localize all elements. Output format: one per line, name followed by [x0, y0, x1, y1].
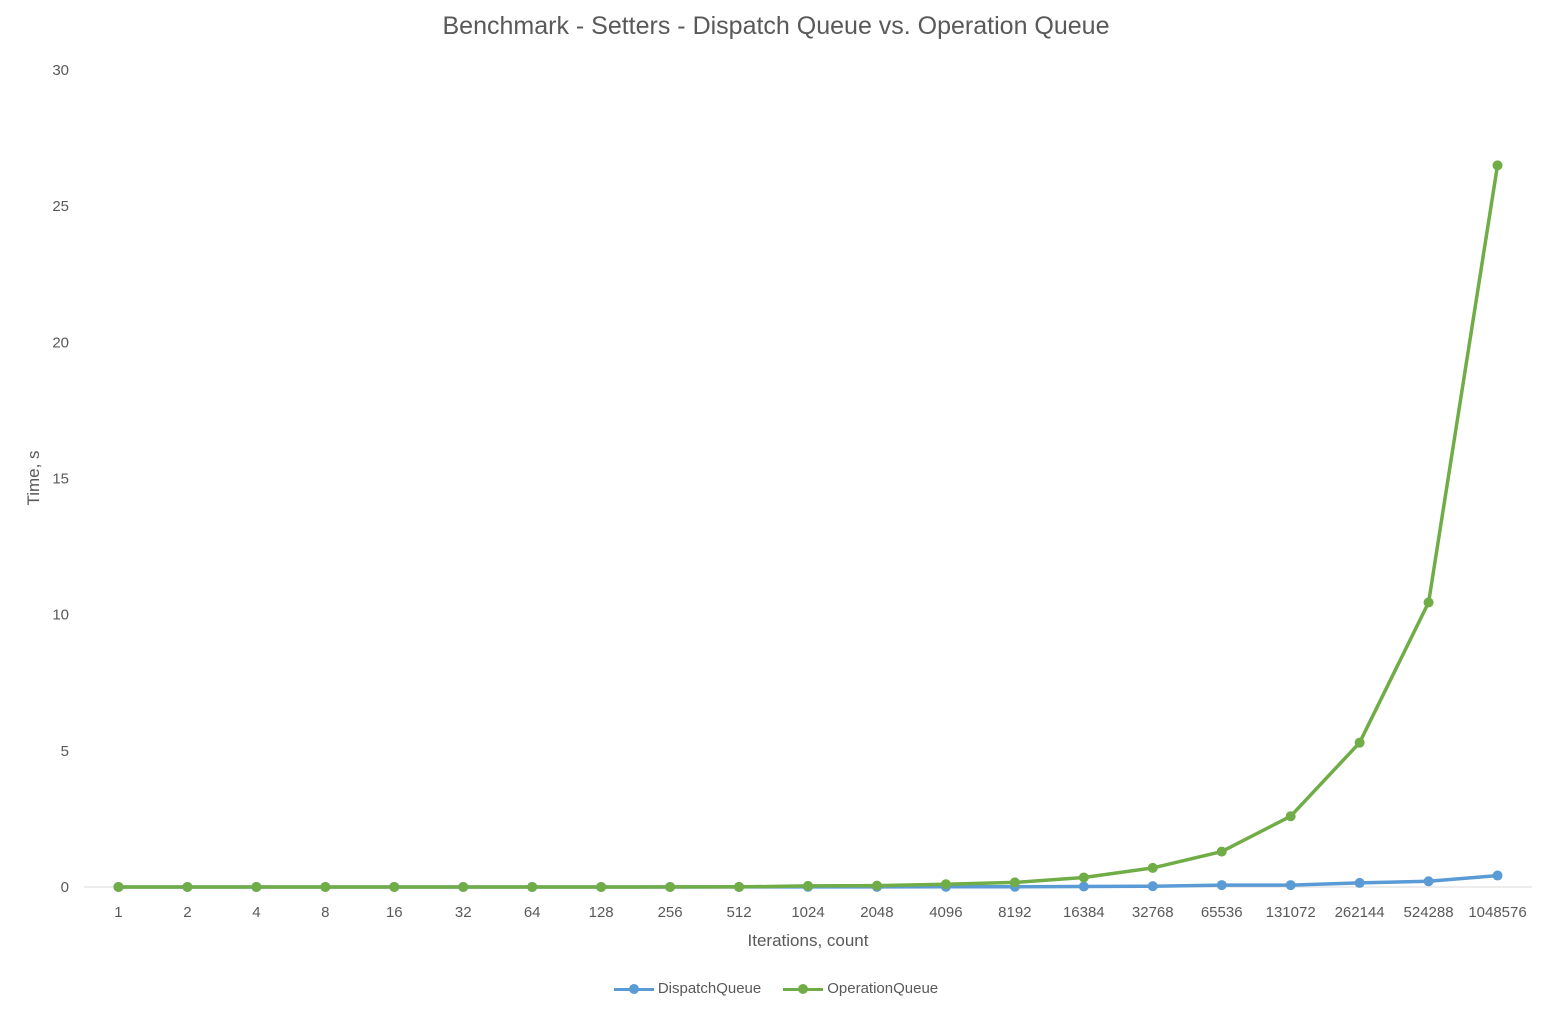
x-tick-label: 4096 — [929, 904, 962, 921]
data-point-operationqueue — [113, 881, 124, 892]
data-point-operationqueue — [1354, 737, 1365, 748]
legend-label-dispatchqueue: DispatchQueue — [657, 980, 762, 997]
x-tick-label: 16 — [386, 904, 403, 921]
y-tick-label: 20 — [52, 334, 69, 351]
y-tick-label: 10 — [52, 607, 69, 624]
x-tick-label: 256 — [658, 904, 683, 921]
x-tick-label: 262144 — [1335, 904, 1385, 921]
legend-swatch-operationqueue — [783, 982, 824, 996]
x-tick-label: 32 — [455, 904, 472, 921]
data-point-operationqueue — [1147, 862, 1158, 873]
data-point-dispatchqueue — [1285, 880, 1296, 891]
x-tick-label: 131072 — [1266, 904, 1316, 921]
legend-item-dispatchqueue: DispatchQueue — [613, 980, 762, 997]
x-tick-label: 64 — [524, 904, 541, 921]
x-tick-label: 1048576 — [1468, 904, 1526, 921]
x-tick-label: 32768 — [1132, 904, 1174, 921]
x-tick-label: 1 — [114, 904, 122, 921]
chart-title: Benchmark - Setters - Dispatch Queue vs.… — [442, 12, 1110, 40]
legend-swatch-dispatchqueue — [613, 982, 654, 996]
data-point-operationqueue — [1009, 877, 1020, 888]
x-tick-label: 128 — [589, 904, 614, 921]
data-point-dispatchqueue — [1216, 880, 1227, 891]
y-tick-label: 5 — [61, 743, 69, 760]
y-tick-label: 25 — [52, 198, 69, 215]
data-point-dispatchqueue — [1492, 870, 1503, 881]
axis-layer: 0 5 10 15 20 25 30 1 2 4 8 16 32 64 128 256 512 1024 2048 4… — [52, 62, 1532, 921]
data-point-operationqueue — [803, 880, 813, 891]
x-tick-label: 1024 — [791, 904, 824, 921]
y-axis-title: Time, s — [24, 450, 43, 505]
series-layer — [113, 160, 1503, 892]
data-point-dispatchqueue — [1078, 881, 1089, 892]
data-point-operationqueue — [1078, 872, 1089, 883]
data-point-operationqueue — [940, 879, 951, 890]
data-point-operationqueue — [389, 881, 400, 892]
data-point-dispatchqueue — [1354, 877, 1365, 888]
x-tick-label: 16384 — [1063, 904, 1105, 921]
x-tick-label: 2 — [183, 904, 191, 921]
data-point-operationqueue — [665, 881, 676, 892]
x-tick-label: 524288 — [1404, 904, 1454, 921]
series-line-operationqueue — [116, 163, 1500, 889]
data-point-operationqueue — [734, 881, 745, 892]
data-point-operationqueue — [596, 881, 607, 892]
x-tick-label: 8192 — [998, 904, 1031, 921]
data-point-operationqueue — [871, 880, 882, 891]
data-point-operationqueue — [1423, 597, 1434, 608]
x-axis-title: Iterations, count — [748, 931, 869, 950]
x-tick-label: 65536 — [1201, 904, 1243, 921]
y-tick-label: 0 — [61, 879, 69, 896]
data-point-operationqueue — [1216, 846, 1227, 857]
data-point-operationqueue — [1492, 160, 1503, 171]
data-point-dispatchqueue — [1147, 881, 1158, 892]
data-point-operationqueue — [182, 881, 193, 892]
x-tick-label: 8 — [321, 904, 329, 921]
legend-label-operationqueue: OperationQueue — [827, 980, 939, 997]
data-point-dispatchqueue — [1423, 876, 1434, 887]
data-point-operationqueue — [251, 881, 262, 892]
x-tick-label: 4 — [252, 904, 260, 921]
data-point-operationqueue — [527, 881, 538, 892]
legend-item-operationqueue: OperationQueue — [783, 980, 938, 997]
legend: DispatchQueue OperationQueue — [0, 980, 1552, 997]
x-tick-label: 2048 — [860, 904, 893, 921]
data-point-operationqueue — [320, 881, 331, 892]
data-point-operationqueue — [1285, 811, 1296, 822]
x-tick-label: 512 — [727, 904, 752, 921]
data-point-operationqueue — [458, 881, 469, 892]
y-tick-label: 15 — [52, 471, 69, 488]
y-tick-label: 30 — [52, 62, 69, 79]
